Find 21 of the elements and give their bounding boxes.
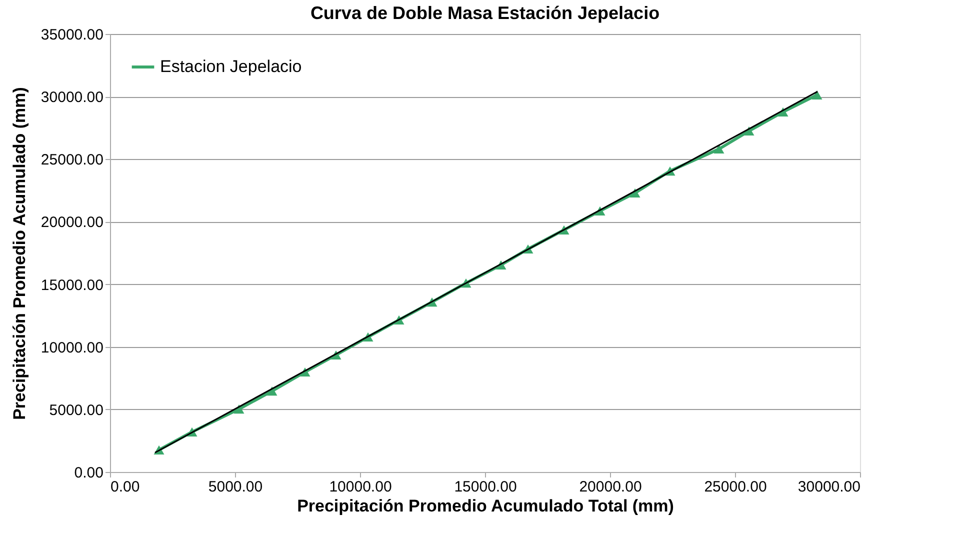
x-axis-title: Precipitación Promedio Acumulado Total (mm) <box>297 496 674 516</box>
x-tick-label: 5000.00 <box>208 478 263 496</box>
x-tick-label: 25000.00 <box>704 478 767 496</box>
point <box>812 90 822 100</box>
y-tick-label: 15000.00 <box>40 276 104 294</box>
y-tick-label: 20000.00 <box>40 214 104 232</box>
x-tick-label: 15000.00 <box>454 478 517 496</box>
y-tick-label: 25000.00 <box>40 152 104 169</box>
y-tick-label: 30000.00 <box>40 89 104 106</box>
x-tick-label: 30000.00 <box>798 478 860 496</box>
y-axis-title: Precipitación Promedio Acumulado (mm) <box>10 87 29 420</box>
x-tick-label: 0.00 <box>110 478 140 496</box>
y-tick-label: 35000.00 <box>40 26 104 44</box>
x-tick-label: 10000.00 <box>329 478 392 496</box>
y-tick-label: 10000.00 <box>40 339 104 356</box>
point <box>714 144 724 154</box>
y-tick-label: 5000.00 <box>49 402 104 419</box>
y-tick-label: 0.00 <box>74 464 104 482</box>
legend-label: Estacion Jepelacio <box>160 57 302 76</box>
x-tick-label: 20000.00 <box>579 478 642 496</box>
chart-title: Curva de Doble Masa Estación Jepelacio <box>310 3 660 23</box>
